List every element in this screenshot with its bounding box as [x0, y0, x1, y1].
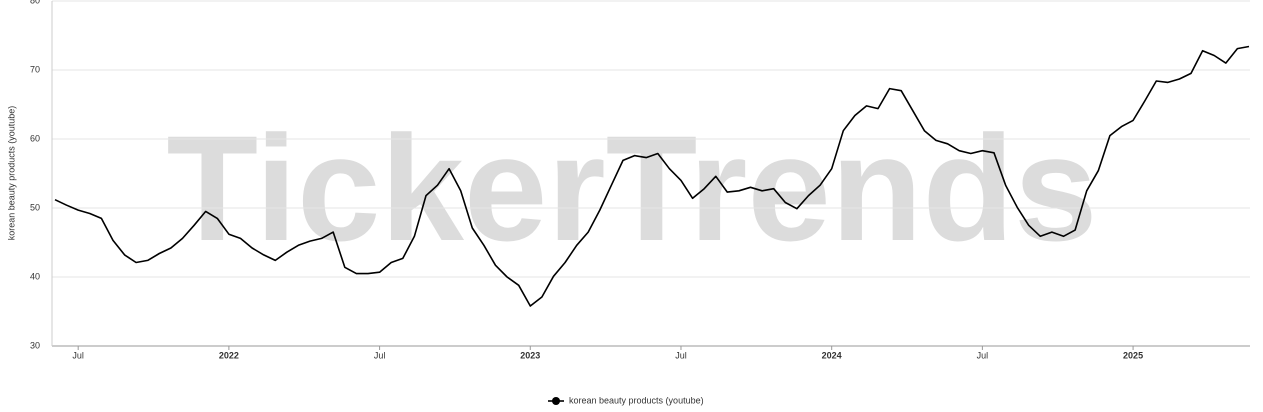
- legend-marker: [552, 397, 560, 405]
- x-tick-label: Jul: [72, 350, 84, 360]
- y-tick-label: 70: [30, 64, 40, 74]
- y-axis-label: korean beauty products (youtube): [6, 106, 16, 241]
- x-tick-label: 2025: [1123, 350, 1143, 360]
- y-tick-label: 60: [30, 133, 40, 143]
- x-tick-label: 2022: [219, 350, 239, 360]
- y-tick-label: 50: [30, 202, 40, 212]
- x-tick-label: Jul: [977, 350, 989, 360]
- y-tick-label: 40: [30, 271, 40, 281]
- y-tick-label: 30: [30, 340, 40, 350]
- x-tick-label: 2024: [822, 350, 842, 360]
- x-tick-label: Jul: [374, 350, 386, 360]
- watermark: TickerTrends: [166, 104, 1097, 272]
- line-series: [54, 45, 1250, 307]
- x-tick-label: Jul: [675, 350, 687, 360]
- legend-label: korean beauty products (youtube): [569, 395, 704, 405]
- x-tick-label: 2023: [520, 350, 540, 360]
- y-tick-label: 80: [30, 0, 40, 5]
